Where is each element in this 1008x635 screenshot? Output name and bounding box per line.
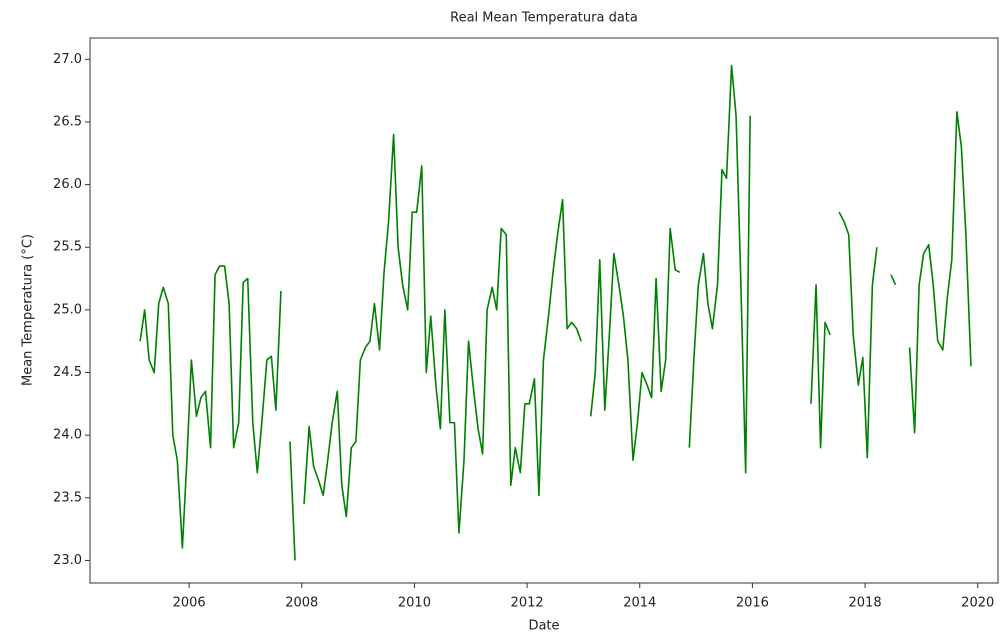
plot-frame [89, 37, 999, 584]
y-tick-label: 27.0 [53, 52, 82, 67]
x-tick-label: 2008 [285, 596, 318, 611]
x-tick-label: 2016 [736, 596, 769, 611]
y-axis-label: Mean Temperatura (°C) [21, 234, 36, 386]
y-tick-label: 23.5 [53, 490, 82, 505]
y-tick-label: 26.5 [53, 114, 82, 129]
x-tick-label: 2014 [623, 596, 656, 611]
x-axis-label: Date [528, 619, 559, 634]
y-tick-label: 23.0 [53, 553, 82, 568]
y-tick-label: 26.0 [53, 177, 82, 192]
y-tick-label: 24.0 [53, 428, 82, 443]
y-tick-label: 24.5 [53, 365, 82, 380]
x-tick-label: 2018 [849, 596, 882, 611]
y-tick-label: 25.5 [53, 240, 82, 255]
x-tick-label: 2012 [511, 596, 544, 611]
x-tick-label: 2006 [173, 596, 206, 611]
y-tick-label: 25.0 [53, 302, 82, 317]
data-line [139, 64, 972, 561]
x-tick-label: 2010 [398, 596, 431, 611]
chart-title: Real Mean Temperatura data [450, 11, 638, 26]
x-tick-label: 2020 [961, 596, 994, 611]
